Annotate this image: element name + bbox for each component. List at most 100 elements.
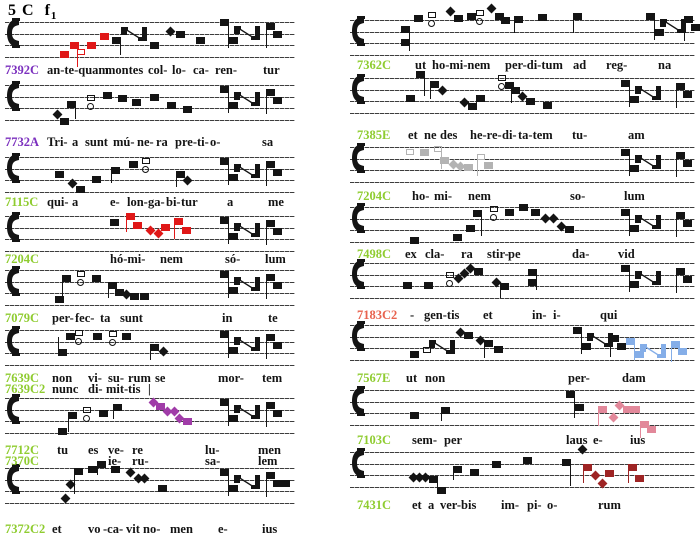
chant-id-link[interactable]: 7370C	[5, 454, 40, 468]
note-square	[683, 91, 692, 98]
syllable: per-	[568, 371, 590, 385]
note-square	[617, 343, 626, 350]
syllable: sunt	[120, 311, 143, 325]
note-square	[678, 348, 687, 355]
chant-id-link[interactable]: 7639C2	[5, 382, 46, 396]
note-square	[484, 340, 493, 347]
c-clef-icon	[7, 153, 20, 188]
note-square	[229, 233, 238, 240]
chant-id-link[interactable]: 7183C2	[357, 308, 398, 322]
note-stem	[629, 209, 631, 236]
note-square	[273, 410, 282, 417]
syllable: bi-	[166, 195, 181, 209]
syllable: im-	[501, 498, 520, 512]
syllable: nem	[468, 189, 491, 203]
staff-line	[350, 113, 695, 114]
syllable: ru-	[132, 454, 149, 468]
note-stem	[671, 343, 673, 362]
note-liquescent-ring	[476, 18, 483, 25]
syllable: et	[412, 498, 422, 512]
c-clef-icon	[7, 18, 20, 53]
note-stem	[628, 466, 630, 483]
syllable: ta	[100, 311, 111, 325]
chant-id-link[interactable]: 7079C	[5, 311, 40, 325]
chant-id-link[interactable]: 7431C	[357, 498, 392, 512]
note-square	[464, 164, 473, 171]
note-stem	[424, 72, 426, 96]
staff-line	[350, 402, 695, 403]
note-diamond	[608, 412, 619, 423]
note-stem	[583, 466, 585, 483]
staff-line	[350, 348, 695, 349]
chant-id-link[interactable]: 7372C2	[5, 522, 46, 536]
syllable: tis	[128, 382, 141, 396]
syllable: es	[88, 443, 99, 457]
staff-line	[5, 34, 295, 35]
note-square	[161, 224, 170, 231]
chant-id-link[interactable]: 7567E	[357, 371, 391, 385]
note-open	[87, 95, 95, 101]
note-square	[273, 282, 282, 289]
syllable: et	[483, 308, 493, 322]
note-square	[100, 33, 109, 40]
note-stem	[176, 173, 178, 187]
chant-id-link[interactable]: 7392C	[5, 63, 40, 77]
chant-id-link[interactable]: 7115C	[5, 195, 39, 209]
note-square	[635, 351, 644, 358]
syllable: ren-	[215, 63, 237, 77]
chant-id-link[interactable]: 7712C	[5, 443, 40, 457]
note-liquescent-ring	[498, 83, 505, 90]
note-square	[416, 71, 425, 78]
note-square	[167, 102, 176, 109]
note-stem	[676, 85, 678, 108]
note-square	[623, 406, 632, 413]
note-stem	[266, 404, 268, 427]
syllable: ad	[573, 58, 587, 72]
note-square	[466, 225, 475, 232]
chant-id-link[interactable]: 7362C	[357, 58, 392, 72]
staff-line	[350, 286, 695, 287]
syllable: nunc	[52, 382, 79, 396]
syllable: men	[258, 443, 281, 457]
note-porrectus	[234, 474, 261, 495]
note-square	[70, 42, 79, 49]
chant-id-link[interactable]: 7103C	[357, 433, 392, 447]
note-square	[410, 351, 419, 358]
syllable: reg-	[606, 58, 628, 72]
note-square	[683, 220, 692, 227]
note-stem	[266, 222, 268, 245]
note-square	[220, 217, 229, 224]
c-clef-icon	[352, 321, 365, 356]
chant-id-link[interactable]: 7498C	[357, 247, 392, 261]
note-stem	[441, 409, 443, 421]
syllable: non	[425, 371, 446, 385]
chant-id-link[interactable]: 7639C	[5, 371, 40, 385]
note-square	[573, 327, 582, 334]
staff-line	[350, 413, 695, 414]
note-square	[474, 268, 483, 275]
note-square	[150, 344, 159, 351]
note-open	[142, 158, 150, 164]
note-square	[273, 342, 282, 349]
chant-id-link[interactable]: 7204C	[5, 252, 40, 266]
chant-id-link[interactable]: 7385E	[357, 128, 391, 142]
syllable: lem	[258, 454, 278, 468]
staff-line	[5, 468, 295, 469]
note-square	[115, 289, 124, 296]
note-open	[77, 271, 85, 277]
chant-id-link[interactable]: 7204C	[357, 189, 392, 203]
chant-id-link[interactable]: 7732A	[5, 135, 40, 149]
note-open	[75, 330, 83, 336]
note-square	[111, 167, 120, 174]
note-liquescent-ring	[428, 20, 435, 27]
syllable: montes	[105, 63, 144, 77]
syllable: a	[72, 135, 79, 149]
syllable: dam	[622, 371, 646, 385]
note-stem	[228, 399, 230, 426]
c-clef-icon	[7, 464, 20, 499]
syllable: ex	[405, 247, 417, 261]
note-stem	[108, 284, 110, 298]
syllable: ho-	[412, 189, 430, 203]
staff-line	[350, 78, 695, 79]
syllable: lo-	[172, 63, 186, 77]
